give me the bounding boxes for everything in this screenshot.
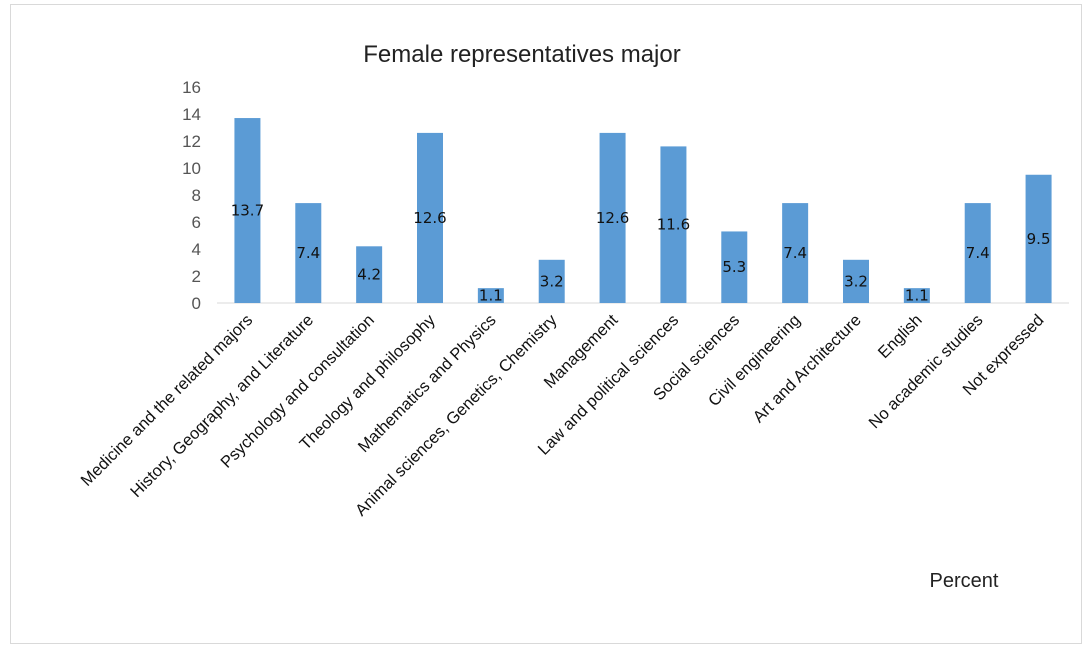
bar-value-label: 1.1: [905, 287, 929, 305]
bar-value-label: 7.4: [296, 244, 320, 262]
bar: [599, 132, 626, 303]
category-labels: Medicine and the related majorsHistory, …: [78, 311, 1048, 520]
bar-value-label: 1.1: [479, 287, 503, 305]
bar-value-label: 7.4: [783, 244, 807, 262]
bar-value-label: 3.2: [540, 272, 564, 290]
bar: [721, 231, 748, 303]
bar: [234, 118, 261, 303]
bar: [903, 288, 930, 303]
bar-value-label: 12.6: [596, 209, 629, 227]
bar: [538, 259, 565, 303]
bar-chart: Female representatives major 0 2 4 6 8 10 12 14…: [78, 41, 1069, 592]
bar-value-label: 12.6: [413, 209, 446, 227]
y-tick-label: 14: [182, 105, 201, 124]
bar-value-label: 11.6: [657, 216, 690, 234]
y-tick-label: 0: [192, 294, 201, 313]
bar-value-label: 7.4: [966, 244, 990, 262]
y-axis: 0 2 4 6 8 10 12 14 16: [182, 78, 201, 313]
value-labels: 13.7 7.4 4.2 12.6 1.1 3.2 12.6 11.6 5.3 7.4 3.2 1.1…: [231, 202, 1051, 305]
y-tick-label: 16: [182, 78, 201, 97]
chart-title: Female representatives major: [363, 41, 680, 68]
bar: [295, 203, 322, 303]
bar: [843, 259, 869, 303]
bar-value-label: 9.5: [1027, 230, 1051, 248]
y-tick-label: 6: [192, 213, 201, 232]
y-tick-label: 8: [192, 186, 201, 205]
bar-value-label: 5.3: [722, 258, 746, 276]
bar: [356, 246, 383, 303]
y-tick-label: 10: [182, 159, 201, 178]
bar: [477, 288, 504, 303]
bar-value-label: 4.2: [357, 266, 381, 284]
bar-value-label: 3.2: [844, 272, 868, 290]
category-label: No academic studies: [866, 311, 987, 432]
bar-value-label: 13.7: [231, 202, 264, 220]
bars: [234, 118, 1052, 303]
chart-frame: Female representatives major 0 2 4 6 8 10 12 14…: [10, 4, 1082, 644]
bar: [964, 203, 991, 303]
y-tick-label: 4: [192, 240, 201, 259]
y-tick-label: 12: [182, 132, 201, 151]
x-axis-title: Percent: [930, 570, 999, 592]
bar: [417, 132, 443, 303]
category-label: English: [875, 311, 926, 362]
category-label: Art and Architecture: [750, 311, 865, 426]
bar: [1025, 174, 1052, 303]
y-tick-label: 2: [192, 267, 201, 286]
bar: [660, 146, 687, 303]
bar: [782, 203, 809, 303]
